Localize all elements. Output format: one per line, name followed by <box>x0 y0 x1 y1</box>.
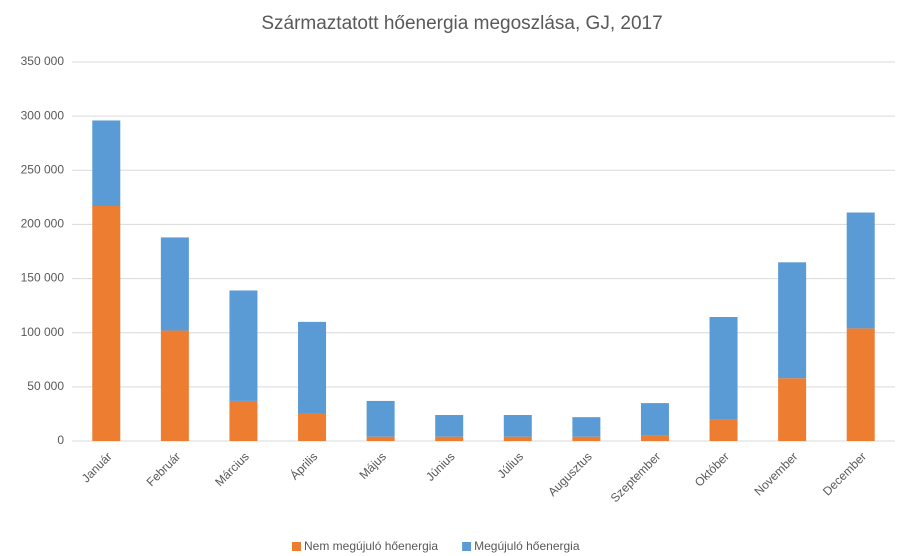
bar-segment <box>778 262 807 379</box>
bar-segment <box>229 290 258 401</box>
y-tick-label: 300 000 <box>21 108 65 122</box>
y-tick-label: 100 000 <box>21 325 65 339</box>
x-tick-label: Április <box>287 449 321 483</box>
legend-swatch <box>462 542 472 551</box>
bar-segment <box>92 120 121 207</box>
bar-segment <box>572 417 601 437</box>
bar-segment <box>366 400 395 437</box>
x-tick-label: Szeptember <box>608 449 664 505</box>
bar-segment <box>846 212 875 329</box>
bar-segment <box>846 328 875 441</box>
legend-label: Megújuló hőenergia <box>474 539 580 553</box>
bar-segment <box>435 415 464 437</box>
bar-segment <box>640 403 669 436</box>
x-tick-label: Július <box>495 449 527 481</box>
chart-title: Származtatott hőenergia megoszlása, GJ, … <box>261 13 662 34</box>
y-tick-label: 200 000 <box>21 217 65 231</box>
bar-segment <box>366 436 395 441</box>
bar-segment <box>709 317 738 420</box>
bar-segment <box>160 330 189 441</box>
bar-segment <box>435 436 464 441</box>
bar-segment <box>229 400 258 441</box>
bar-segment <box>298 321 327 414</box>
bar-segment <box>640 435 669 441</box>
bar-segment <box>503 436 532 441</box>
y-tick-label: 250 000 <box>21 162 65 176</box>
bar-segment <box>298 413 327 441</box>
x-tick-label: December <box>820 449 869 498</box>
bar-segment <box>92 206 121 441</box>
x-tick-label: Június <box>423 449 457 483</box>
x-tick-label: Január <box>79 449 115 485</box>
bar-segment <box>778 378 807 441</box>
x-tick-label: Február <box>144 449 184 489</box>
y-tick-label: 50 000 <box>27 379 64 393</box>
y-tick-label: 0 <box>57 433 64 447</box>
bar-segment <box>503 415 532 437</box>
legend-label: Nem megújuló hőenergia <box>304 539 438 553</box>
bar-segment <box>572 436 601 441</box>
y-tick-label: 350 000 <box>21 54 65 68</box>
x-tick-label: Március <box>212 449 252 489</box>
bar-segment <box>160 237 189 331</box>
x-tick-label: Május <box>356 449 389 482</box>
legend-swatch <box>292 542 301 551</box>
bar-segment <box>709 419 738 441</box>
x-tick-label: Augusztus <box>545 449 595 499</box>
y-tick-label: 150 000 <box>21 271 65 285</box>
x-tick-label: November <box>751 449 800 498</box>
x-tick-label: Október <box>692 449 732 489</box>
